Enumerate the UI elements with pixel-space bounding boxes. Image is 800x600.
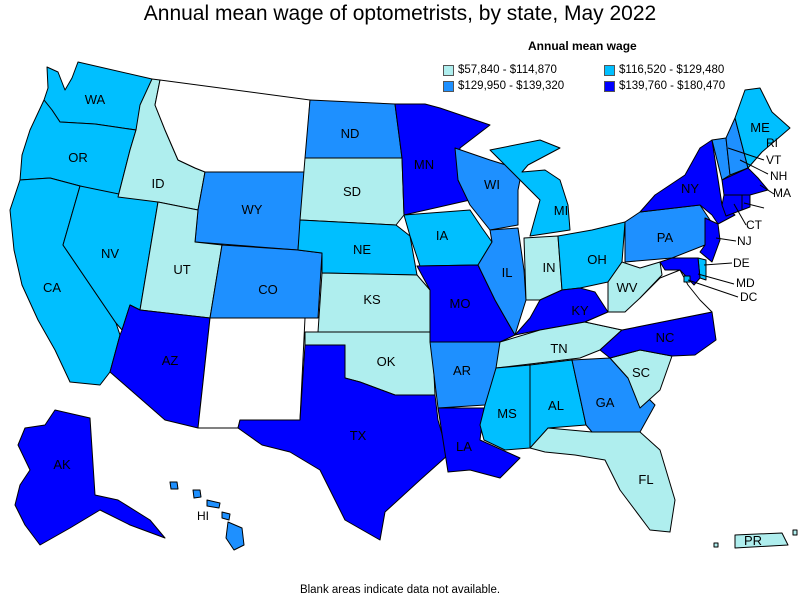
state-label-AR: AR [453,363,471,378]
state-label-UT: UT [173,262,190,277]
state-label-DC: DC [740,290,758,304]
state-label-ME: ME [750,120,770,135]
state-SD [299,157,405,226]
legend-item-tier2: $116,520 - $129,480 [604,64,724,76]
state-label-PA: PA [657,230,674,245]
state-label-IA: IA [436,228,449,243]
state-label-KS: KS [363,292,381,307]
state-label-NY: NY [681,181,699,196]
state-NM [197,317,306,429]
state-label-CO: CO [258,282,278,297]
state-label-OR: OR [68,150,88,165]
state-label-FL: FL [638,472,653,487]
state-label-CT: CT [746,218,763,232]
legend-item-tier3: $129,950 - $139,320 [443,80,564,92]
pr-islet-2 [792,529,798,536]
state-label-GA: GA [596,395,615,410]
state-label-MO: MO [450,296,471,311]
legend-swatch-tier4 [604,80,615,92]
state-label-WA: WA [85,92,106,107]
state-label-IL: IL [502,265,513,280]
state-label-NE: NE [353,242,371,257]
state-label-DE: DE [733,256,750,270]
state-label-CA: CA [43,280,61,295]
state-label-SD: SD [343,184,361,199]
state-label-ID: ID [152,176,165,191]
state-label-AK: AK [53,457,71,472]
state-DC [683,275,691,283]
legend-title: Annual mean wage [528,39,637,53]
state-label-AZ: AZ [162,353,179,368]
state-NJ [699,217,721,263]
state-TX [237,344,449,541]
legend-label-tier3: $129,950 - $139,320 [458,80,565,92]
state-AK [14,409,166,546]
state-label-ND: ND [341,126,360,141]
legend-label-tier2: $116,520 - $129,480 [619,64,725,76]
state-label-OK: OK [377,354,396,369]
state-label-VT: VT [766,153,782,167]
legend-label-tier4: $139,760 - $180,470 [619,80,726,92]
legend-swatch-tier2 [604,64,615,76]
state-label-PR: PR [744,533,762,548]
state-label-NV: NV [101,246,119,261]
state-label-MI: MI [554,203,568,218]
state-label-AL: AL [548,398,564,413]
legend-item-tier4: $139,760 - $180,470 [604,80,725,92]
map-title: Annual mean wage of optometrists, by sta… [143,2,657,25]
state-CT [721,194,743,217]
state-label-MD: MD [736,276,755,290]
state-WV [607,261,663,313]
state-CO [209,244,323,319]
state-label-NC: NC [656,330,675,345]
state-label-TN: TN [550,341,567,356]
state-WI [454,147,523,231]
state-label-TX: TX [350,428,367,443]
state-label-HI: HI [197,509,209,523]
state-HI [169,481,245,551]
state-label-MS: MS [497,406,517,421]
state-label-SC: SC [632,365,650,380]
state-label-RI: RI [766,136,778,150]
state-MI [489,139,571,237]
state-RI [741,194,751,211]
state-label-KY: KY [571,303,589,318]
state-label-WV: WV [617,280,638,295]
callout-lines [687,147,775,298]
state-FL [529,427,676,533]
legend-swatch-tier1 [443,64,454,76]
state-label-NJ: NJ [737,234,752,248]
footnote: Blank areas indicate data not available. [299,584,501,596]
state-label-OH: OH [587,252,607,267]
legend-item-tier1: $57,840 - $114,870 [443,64,557,76]
state-MT [154,79,311,173]
state-label-MN: MN [414,157,434,172]
legend-label-tier1: $57,840 - $114,870 [458,64,557,76]
state-label-WI: WI [484,177,500,192]
state-AZ [109,304,211,429]
state-label-NH: NH [770,169,787,183]
state-label-MA: MA [773,186,791,200]
legend-swatch-tier3 [443,80,454,92]
state-WY [194,171,306,251]
state-label-WY: WY [242,202,263,217]
state-label-LA: LA [456,439,472,454]
state-PR [734,532,789,549]
state-label-IN: IN [543,260,556,275]
pr-islet [713,542,719,548]
